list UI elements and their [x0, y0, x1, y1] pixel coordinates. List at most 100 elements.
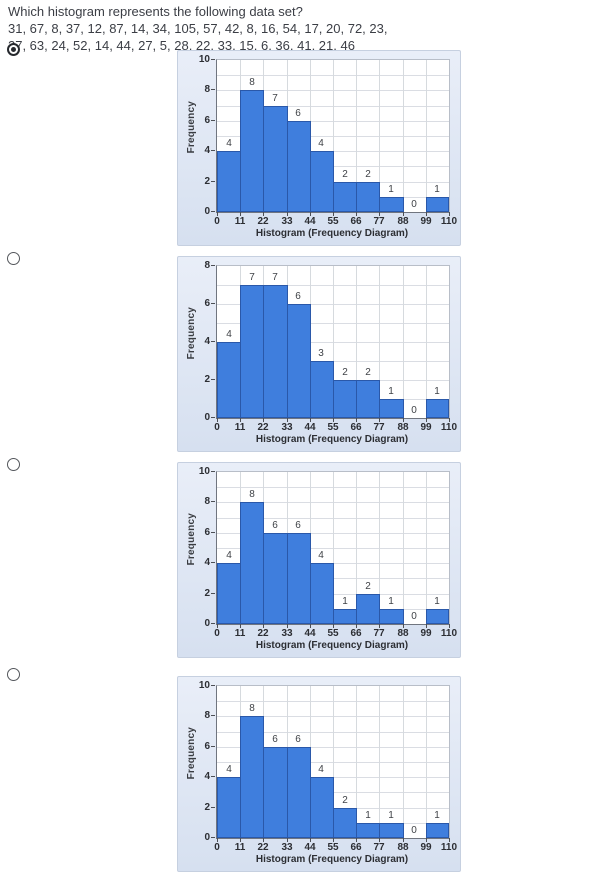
x-tick-mark [356, 838, 357, 842]
histogram-bar [240, 285, 264, 418]
histogram-bar [426, 823, 449, 838]
x-tick-label: 66 [350, 842, 362, 853]
gridline-vertical [333, 60, 334, 212]
option-3-radio[interactable] [7, 458, 20, 471]
gridline-vertical [426, 60, 427, 212]
option-2-radio[interactable] [7, 252, 20, 265]
x-tick-mark [426, 418, 427, 422]
x-axis-label: Histogram (Frequency Diagram) [255, 640, 409, 651]
x-tick-label: 55 [327, 628, 339, 639]
y-tick-mark [211, 265, 215, 266]
histogram-bar [263, 533, 288, 624]
x-tick-mark [240, 624, 241, 628]
bar-value-label: 4 [318, 550, 324, 561]
y-tick-mark [211, 303, 215, 304]
x-tick-label: 110 [440, 422, 458, 433]
bar-value-label: 7 [272, 93, 278, 104]
y-tick-mark [211, 746, 215, 747]
x-tick-label: 99 [420, 628, 432, 639]
y-tick-mark [211, 59, 215, 60]
x-tick-label: 66 [350, 216, 362, 227]
x-tick-mark [379, 212, 380, 216]
gridline-vertical [426, 686, 427, 838]
x-tick-label: 55 [327, 422, 339, 433]
option-3-histogram-panel: 4 8 6 6 4 1 2 1 0 1 0 2 4 6 8 10 0 11 22 33 44 55 66 77 88 99 110 F… [177, 462, 461, 658]
y-tick-mark [211, 120, 215, 121]
x-tick-label: 110 [440, 216, 458, 227]
histogram-bar [217, 563, 241, 624]
bar-value-label: 6 [295, 520, 301, 531]
x-tick-mark [449, 838, 450, 842]
histogram-bar [310, 151, 334, 212]
gridline-vertical [356, 686, 357, 838]
gridline-vertical [333, 472, 334, 624]
gridline-vertical [356, 266, 357, 418]
histogram-bar [426, 399, 449, 418]
bar-value-label: 4 [226, 550, 232, 561]
x-tick-mark [403, 418, 404, 422]
x-tick-mark [263, 624, 264, 628]
x-tick-label: 77 [373, 628, 385, 639]
x-tick-mark [240, 418, 241, 422]
gridline-vertical [333, 686, 334, 838]
x-tick-mark [333, 212, 334, 216]
x-tick-mark [333, 838, 334, 842]
x-tick-label: 44 [304, 842, 316, 853]
gridline-vertical [426, 266, 427, 418]
histogram-bar [356, 823, 380, 838]
x-tick-label: 22 [257, 422, 269, 433]
bar-value-label: 1 [388, 596, 394, 607]
x-tick-label: 88 [397, 842, 409, 853]
x-tick-label: 22 [257, 842, 269, 853]
histogram-bar [240, 716, 264, 838]
x-tick-label: 11 [234, 842, 246, 853]
y-tick-label: 6 [204, 527, 210, 538]
histogram-bar [333, 808, 357, 838]
gridline-vertical [379, 686, 380, 838]
plot-area: 4 8 6 6 4 2 1 1 0 1 0 2 4 6 8 10 0 11 22 33 44 55 66 77 88 99 110 [199, 680, 457, 853]
x-tick-label: 110 [440, 842, 458, 853]
x-tick-mark [263, 838, 264, 842]
gridline-vertical [333, 266, 334, 418]
x-axis-label: Histogram (Frequency Diagram) [255, 228, 409, 239]
x-tick-label: 99 [420, 842, 432, 853]
y-axis-label: Frequency [186, 101, 197, 154]
x-tick-mark [287, 624, 288, 628]
option-4-radio[interactable] [7, 668, 20, 681]
gridline-vertical [403, 266, 404, 418]
plot-area: 4 8 6 6 4 1 2 1 0 1 0 2 4 6 8 10 0 11 22 33 44 55 66 77 88 99 110 [199, 466, 457, 639]
bar-value-label: 2 [342, 169, 348, 180]
histogram-bar [217, 777, 241, 838]
x-tick-label: 88 [397, 216, 409, 227]
plot-area: 4 8 7 6 4 2 2 1 0 1 0 2 4 6 8 10 0 11 22 33 44 55 66 77 88 99 110 [199, 54, 457, 227]
x-tick-mark [263, 418, 264, 422]
x-tick-label: 0 [214, 842, 220, 853]
option-1-radio[interactable] [7, 43, 20, 56]
x-tick-mark [356, 624, 357, 628]
x-tick-label: 22 [257, 216, 269, 227]
y-tick-label: 4 [204, 557, 210, 568]
y-tick-label: 10 [198, 466, 210, 477]
gridline-vertical [426, 472, 427, 624]
bar-value-label: 8 [249, 703, 255, 714]
x-tick-label: 33 [281, 422, 293, 433]
y-tick-label: 8 [204, 260, 210, 271]
histogram-bar [287, 304, 311, 418]
y-tick-label: 2 [204, 588, 210, 599]
y-tick-label: 0 [204, 618, 210, 629]
histogram-bar [240, 90, 264, 212]
y-tick-label: 4 [204, 145, 210, 156]
x-tick-mark [333, 624, 334, 628]
x-tick-mark [240, 212, 241, 216]
histogram-bar [356, 182, 380, 212]
bar-value-label: 4 [226, 764, 232, 775]
x-tick-mark [426, 624, 427, 628]
bar-value-label: 1 [388, 184, 394, 195]
histogram-bar [240, 502, 264, 624]
x-tick-mark [426, 838, 427, 842]
x-tick-mark [310, 212, 311, 216]
y-tick-label: 4 [204, 771, 210, 782]
y-tick-label: 10 [198, 54, 210, 65]
x-tick-mark [287, 838, 288, 842]
y-tick-mark [211, 593, 215, 594]
